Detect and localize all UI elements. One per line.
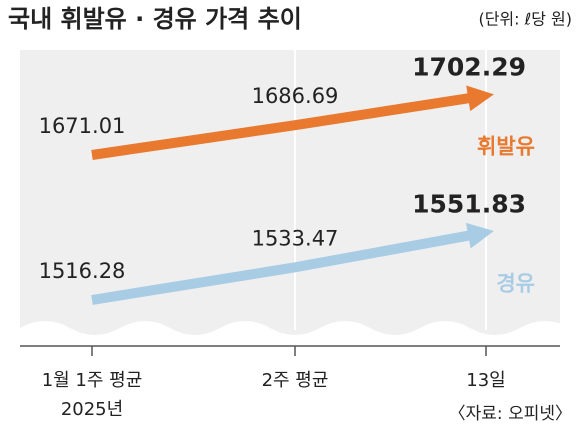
data-label: 1551.83: [412, 189, 526, 218]
x-tick-label: 1월 1주 평균: [42, 370, 143, 391]
data-label: 1533.47: [252, 226, 339, 250]
x-tick-label: 2주 평균: [262, 370, 329, 391]
data-label: 1516.28: [39, 259, 126, 283]
x-tick-label: 13일: [466, 370, 505, 391]
year-note: 2025년: [61, 399, 123, 420]
data-label: 1686.69: [252, 84, 339, 108]
chart-title: 국내 휘발유 · 경유 가격 추이: [8, 5, 302, 33]
arrow-head: [465, 222, 494, 249]
data-label: 1671.01: [39, 114, 126, 138]
source: 〈자료: 오피넷〉: [449, 404, 572, 424]
arrow-head: [466, 85, 494, 112]
chart-subtitle: (단위: ℓ당 원): [478, 10, 572, 29]
axis-break: [20, 321, 570, 350]
series-line: [91, 230, 474, 305]
legend-label: 경유: [496, 271, 535, 295]
legend-label: 휘발유: [477, 135, 535, 159]
series-line: [91, 92, 473, 160]
data-label: 1702.29: [412, 53, 526, 82]
